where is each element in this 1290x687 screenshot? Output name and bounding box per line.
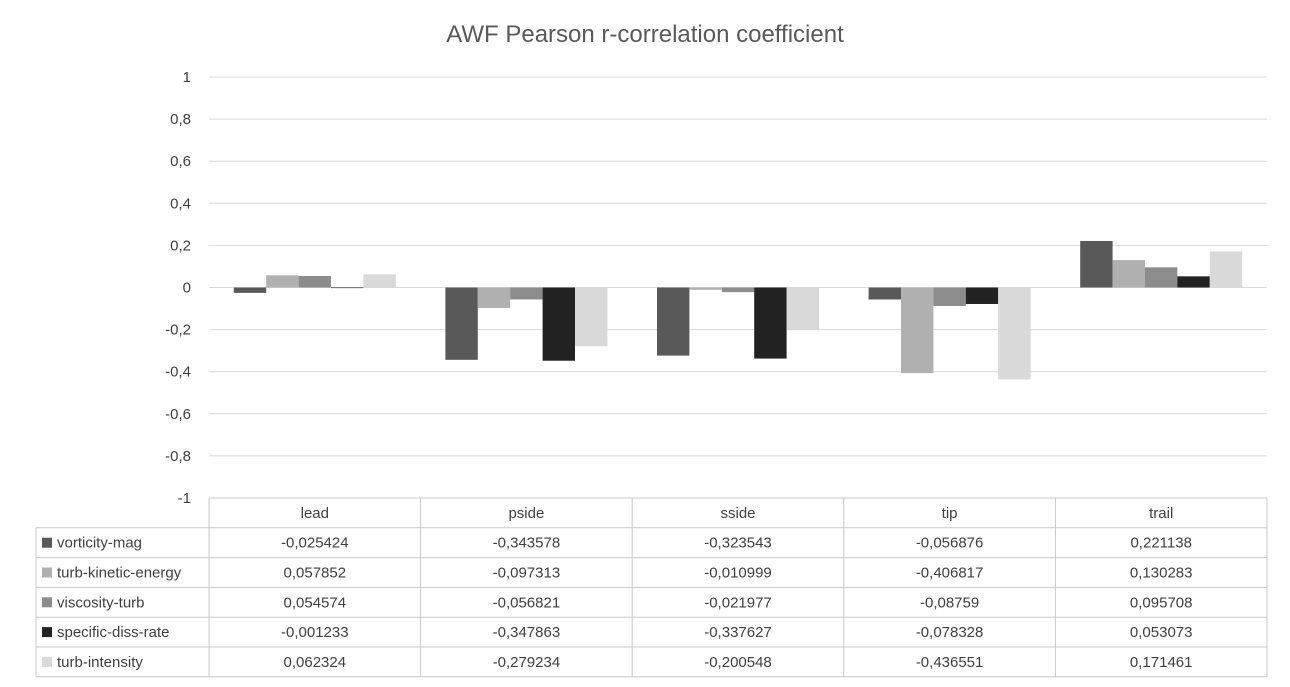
bar-vorticity-mag-tip <box>868 287 901 300</box>
data-label: -0,08759 <box>920 594 979 611</box>
bar-specific-diss-rate-sside <box>754 287 787 359</box>
bar-turb-intensity-lead <box>363 274 396 288</box>
legend-swatch <box>42 627 52 638</box>
data-label: -0,056876 <box>916 535 984 552</box>
data-label: -0,323543 <box>704 535 772 552</box>
bar-vorticity-mag-lead <box>233 287 267 293</box>
bar-viscosity-turb-pside <box>510 287 543 300</box>
data-label: 0,095708 <box>1130 594 1193 611</box>
bar-turb-intensity-trail <box>1209 251 1243 288</box>
category-label: tip <box>942 505 958 522</box>
data-label: -0,056821 <box>493 594 561 611</box>
y-tick-label: 0 <box>183 280 191 297</box>
bar-turb-intensity-pside <box>575 287 608 347</box>
y-tick-label: -1 <box>178 490 191 507</box>
y-axis-ticks: 1 0,8 0,6 0,4 0,2 0 -0,2 -0,4 -0,6 -0,8 -1 <box>165 69 191 507</box>
bar-specific-diss-rate-lead <box>331 287 364 289</box>
bars <box>233 240 1243 380</box>
y-tick-label: 0,2 <box>170 237 191 254</box>
category-label: trail <box>1149 505 1173 522</box>
data-label: 0,057852 <box>284 565 347 582</box>
data-label: 0,062324 <box>284 654 347 671</box>
bar-turb-kinetic-energy-trail <box>1112 260 1145 288</box>
data-label: -0,025424 <box>281 535 349 552</box>
legend-label: specific-diss-rate <box>57 624 170 641</box>
category-label: sside <box>720 505 755 522</box>
data-label: -0,001233 <box>281 624 349 641</box>
y-tick-label: 0,4 <box>170 195 191 212</box>
data-label: -0,078328 <box>916 624 984 641</box>
y-tick-label: 0,8 <box>170 111 191 128</box>
bar-turb-kinetic-energy-sside <box>689 287 722 290</box>
data-label: -0,021977 <box>704 594 772 611</box>
data-label: 0,054574 <box>284 594 347 611</box>
data-label: -0,436551 <box>916 654 984 671</box>
bar-turb-intensity-sside <box>786 287 819 330</box>
bar-viscosity-turb-sside <box>721 287 755 293</box>
bar-specific-diss-rate-trail <box>1177 276 1210 288</box>
y-tick-label: 1 <box>183 69 191 86</box>
data-label: 0,171461 <box>1130 654 1193 671</box>
legend-label: vorticity-mag <box>57 535 142 552</box>
bar-turb-intensity-tip <box>998 287 1031 380</box>
chart-title: AWF Pearson r-correlation coefficient <box>446 21 844 48</box>
bar-specific-diss-rate-tip <box>965 287 999 304</box>
data-label: 0,221138 <box>1130 535 1191 552</box>
y-tick-label: 0,6 <box>170 153 191 170</box>
data-label: 0,130283 <box>1130 565 1193 582</box>
y-tick-label: -0,4 <box>165 364 191 381</box>
legend-swatch <box>42 567 52 578</box>
y-tick-label: -0,2 <box>165 322 191 339</box>
bar-turb-kinetic-energy-lead <box>266 275 299 288</box>
data-label: -0,097313 <box>493 565 561 582</box>
data-label: -0,343578 <box>493 535 561 552</box>
legend-swatch <box>42 597 52 608</box>
data-label: -0,337627 <box>704 624 772 641</box>
legend-label: turb-intensity <box>57 654 143 671</box>
data-label: -0,010999 <box>704 565 772 582</box>
legend-swatch <box>42 656 52 667</box>
bar-specific-diss-rate-pside <box>542 287 575 361</box>
data-label: -0,279234 <box>493 654 561 671</box>
bar-viscosity-turb-trail <box>1145 267 1178 288</box>
bar-viscosity-turb-lead <box>298 276 331 288</box>
category-label: lead <box>301 505 329 522</box>
bar-vorticity-mag-pside <box>445 287 478 360</box>
data-label: -0,200548 <box>704 654 772 671</box>
y-tick-label: -0,6 <box>165 406 191 423</box>
data-label: 0,053073 <box>1130 624 1193 641</box>
data-table: lead pside sside tip trail vorticity-mag -0,02… <box>35 497 1268 678</box>
category-label: pside <box>508 505 544 522</box>
legend-swatch <box>42 537 52 548</box>
legend-label: turb-kinetic-energy <box>57 565 182 582</box>
bar-viscosity-turb-tip <box>933 287 966 306</box>
data-label: -0,347863 <box>493 624 561 641</box>
legend-label: viscosity-turb <box>57 594 145 611</box>
bar-vorticity-mag-trail <box>1080 240 1113 288</box>
y-tick-label: -0,8 <box>165 448 191 465</box>
bar-turb-kinetic-energy-pside <box>477 287 511 308</box>
bar-vorticity-mag-sside <box>657 287 690 356</box>
bar-turb-kinetic-energy-tip <box>901 287 934 374</box>
data-label: -0,406817 <box>916 565 984 582</box>
